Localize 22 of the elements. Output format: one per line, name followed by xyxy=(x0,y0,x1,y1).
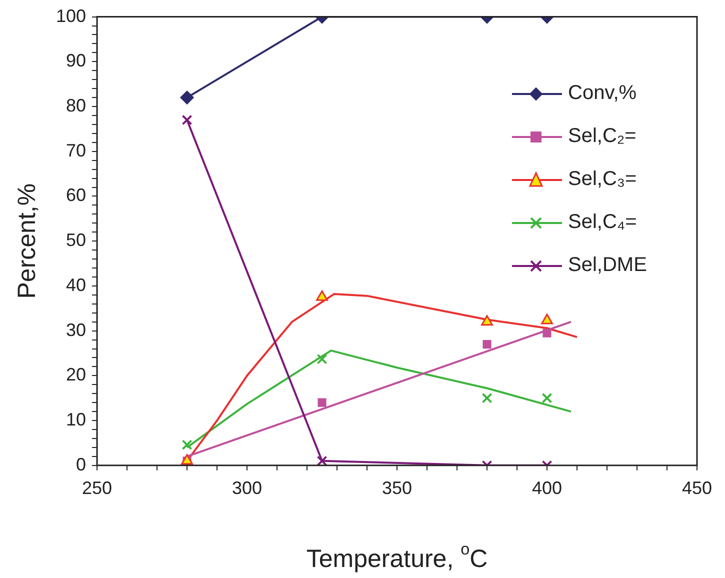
legend-label: Sel,C₄= xyxy=(568,211,637,234)
x-tick-label: 350 xyxy=(382,478,412,498)
legend-label: Sel,C₂= xyxy=(568,125,636,148)
y-tick-label: 100 xyxy=(56,6,86,26)
y-tick-label: 80 xyxy=(66,95,86,116)
legend-label: Sel,DME xyxy=(568,254,647,277)
legend-label: Conv,% xyxy=(568,82,637,105)
y-tick-label: 10 xyxy=(66,410,86,430)
y-tick-label: 30 xyxy=(66,320,86,340)
y-tick-label: 40 xyxy=(66,274,86,295)
x-tick-label: 450 xyxy=(682,478,712,498)
y-axis-title: Percent,% xyxy=(12,183,41,299)
y-tick-label: 60 xyxy=(66,185,86,206)
x-tick-label: 400 xyxy=(532,478,562,498)
x-tick-label: 300 xyxy=(232,478,262,498)
y-tick-label: 0 xyxy=(76,454,86,474)
y-tick-label: 70 xyxy=(66,140,86,160)
y-tick-label: 90 xyxy=(66,50,86,71)
y-tick-label: 50 xyxy=(66,230,86,250)
y-tick-label: 20 xyxy=(66,364,86,385)
x-tick-label: 250 xyxy=(82,478,112,498)
legend-label: Sel,C₃= xyxy=(568,168,637,191)
